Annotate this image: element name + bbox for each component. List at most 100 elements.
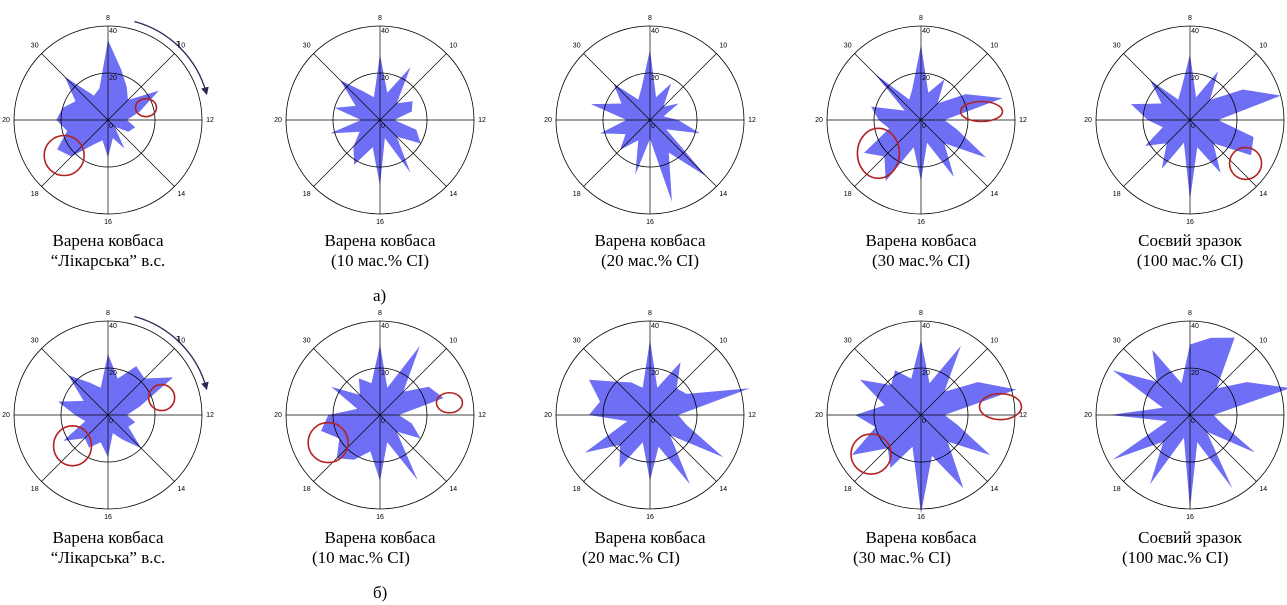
axis-spoke-14	[107, 414, 175, 482]
ring-label-0: 0	[651, 123, 655, 130]
axis-label-14: 14	[990, 486, 998, 493]
row-a-label: а)	[373, 286, 387, 305]
radar-series-9	[851, 339, 1017, 514]
axis-label-30: 30	[31, 338, 39, 345]
caption-line-2: (10 мас.% СІ)	[331, 251, 429, 270]
ring-label-0: 0	[922, 123, 926, 130]
axis-label-16: 16	[376, 219, 384, 226]
axis-label-10: 10	[1259, 338, 1267, 345]
axis-label-12: 12	[1019, 412, 1027, 419]
axis-label-16: 16	[1186, 514, 1194, 521]
ring-label-0: 0	[1191, 418, 1195, 425]
axis-label-14: 14	[719, 486, 727, 493]
row-b-label: б)	[373, 583, 388, 602]
axis-label-16: 16	[646, 219, 654, 226]
axis-spoke-30	[41, 348, 109, 416]
axis-label-8: 8	[919, 310, 923, 317]
chart-caption-6: Варена ковбаса “Лікарська” в.с.	[18, 528, 198, 568]
axis-label-20: 20	[274, 117, 282, 124]
caption-line-2: (100 мас.% СІ)	[1122, 548, 1229, 567]
ring-label-40: 40	[109, 28, 117, 35]
highlight-ellipse-2	[52, 425, 93, 467]
axis-label-8: 8	[1188, 15, 1192, 22]
ring-label-0: 0	[381, 418, 385, 425]
highlight-ellipse-2	[307, 421, 349, 464]
highlight-ellipse-2	[43, 134, 85, 177]
ring-label-20: 20	[1191, 75, 1199, 82]
axis-label-18: 18	[573, 486, 581, 493]
caption-line-1: Варена ковбаса	[324, 231, 436, 250]
caption-line-2: (30 мас.% СІ)	[872, 251, 970, 270]
axis-spoke-18	[583, 414, 651, 482]
tau-label: τ	[176, 38, 180, 48]
axis-label-8: 8	[648, 310, 652, 317]
chart-caption-4: Варена ковбаса (30 мас.% СІ)	[831, 231, 1011, 271]
highlight-ellipse-1	[978, 392, 1023, 421]
axis-label-14: 14	[1259, 191, 1267, 198]
axis-spoke-18	[854, 414, 922, 482]
axis-label-10: 10	[1259, 43, 1267, 50]
axis-spoke-10	[649, 53, 717, 121]
axis-spoke-14	[1189, 414, 1257, 482]
ring-label-40: 40	[651, 323, 659, 330]
axis-spoke-10	[379, 348, 447, 416]
axis-label-16: 16	[376, 514, 384, 521]
ring-label-0: 0	[109, 418, 113, 425]
axis-spoke-30	[313, 348, 381, 416]
axis-spoke-30	[854, 348, 922, 416]
axis-label-14: 14	[990, 191, 998, 198]
axis-spoke-30	[583, 53, 651, 121]
axis-label-20: 20	[544, 412, 552, 419]
axis-label-30: 30	[1113, 338, 1121, 345]
chart-caption-7: Варена ковбаса (10 мас.% СІ)	[290, 528, 470, 568]
axis-label-16: 16	[917, 514, 925, 521]
chart-caption-2: Варена ковбаса (10 мас.% СІ)	[290, 231, 470, 271]
caption-line-2: (10 мас.% СІ)	[312, 548, 410, 567]
axis-label-20: 20	[2, 412, 10, 419]
axis-label-18: 18	[1113, 486, 1121, 493]
radar-series-4	[864, 44, 1003, 182]
axis-label-12: 12	[478, 412, 486, 419]
caption-line-2: (20 мас.% СІ)	[601, 251, 699, 270]
axis-label-14: 14	[449, 486, 457, 493]
axis-spoke-18	[41, 119, 109, 187]
axis-label-30: 30	[1113, 43, 1121, 50]
axis-spoke-14	[649, 119, 717, 187]
highlight-ellipse-1	[134, 97, 158, 118]
ring-label-40: 40	[109, 323, 117, 330]
axis-label-8: 8	[378, 310, 382, 317]
axis-spoke-30	[583, 348, 651, 416]
caption-line-1: Варена ковбаса	[865, 231, 977, 250]
axis-spoke-14	[1189, 119, 1257, 187]
axis-label-10: 10	[990, 43, 998, 50]
axis-spoke-30	[1123, 348, 1191, 416]
axis-spoke-18	[1123, 414, 1191, 482]
ring-label-20: 20	[109, 75, 117, 82]
axis-spoke-14	[379, 119, 447, 187]
highlight-ellipse-1	[435, 391, 464, 414]
highlight-ellipse-2	[856, 127, 901, 180]
chart-caption-1: Варена ковбаса “Лікарська” в.с.	[18, 231, 198, 271]
axis-label-8: 8	[106, 15, 110, 22]
highlight-ellipse-2	[850, 433, 892, 475]
ring-label-0: 0	[381, 123, 385, 130]
axis-label-16: 16	[104, 514, 112, 521]
axis-label-20: 20	[1084, 117, 1092, 124]
axis-spoke-18	[1123, 119, 1191, 187]
axis-label-18: 18	[31, 191, 39, 198]
axis-label-8: 8	[378, 15, 382, 22]
radar-series-1	[56, 40, 159, 158]
caption-line-1: Варена ковбаса	[52, 231, 164, 250]
ring-label-40: 40	[381, 323, 389, 330]
caption-line-2: (100 мас.% СІ)	[1136, 251, 1244, 270]
chart-caption-9: Варена ковбаса (30 мас.% СІ)	[831, 528, 1011, 568]
ring-label-40: 40	[381, 28, 389, 35]
axis-label-16: 16	[104, 219, 112, 226]
axis-label-14: 14	[177, 486, 185, 493]
axis-label-30: 30	[573, 338, 581, 345]
ring-label-0: 0	[1191, 123, 1195, 130]
axis-spoke-10	[107, 53, 175, 121]
axis-label-10: 10	[719, 43, 727, 50]
caption-line-2: “Лікарська” в.с.	[50, 548, 166, 567]
